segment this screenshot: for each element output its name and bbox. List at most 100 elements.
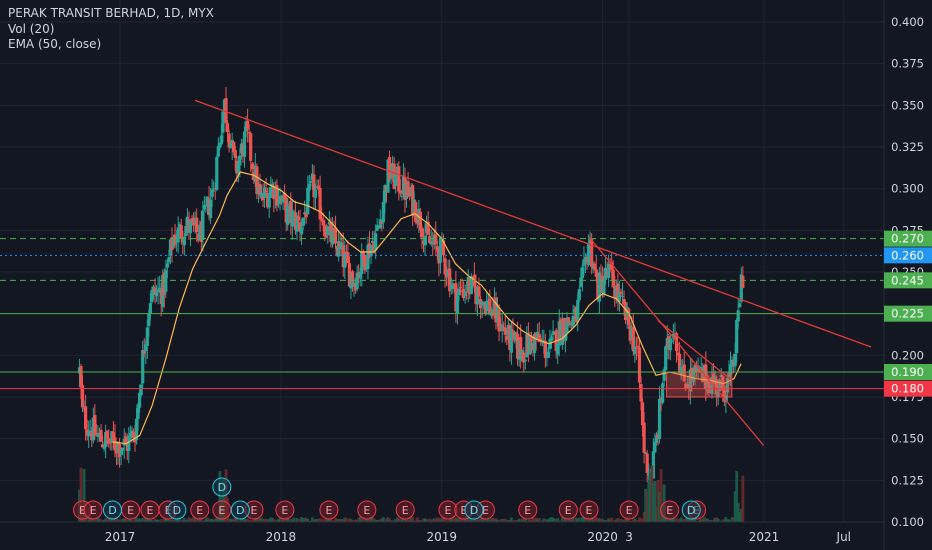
candle-body: [387, 156, 392, 180]
volume-bar-336: [596, 518, 600, 522]
candle-86: [210, 178, 214, 208]
volume-bar-395: [687, 517, 691, 522]
volume-bar-54: [161, 520, 165, 522]
ema-indicator-label[interactable]: EMA (50, close): [8, 37, 102, 51]
trendlines: [194, 99, 872, 446]
volume-indicator-label[interactable]: Vol (20): [8, 21, 55, 36]
volume-bar-372: [651, 483, 655, 522]
candle-body: [201, 210, 205, 241]
volume-bar-385: [672, 517, 675, 522]
volume-bar-14: [99, 519, 103, 522]
candle-body: [542, 340, 546, 342]
candle-195: [378, 209, 382, 229]
candle-324: [577, 286, 581, 303]
volume-bar-305: [548, 517, 552, 522]
volume-bar-98: [229, 518, 233, 522]
volume-bar-303: [545, 519, 549, 522]
symbol-title[interactable]: PERAK TRANSIT BERHAD, 1D, MYX: [8, 6, 214, 20]
volume-bar-267: [489, 518, 493, 522]
candle-body: [292, 211, 296, 213]
volume-bar-222: [420, 520, 424, 522]
earnings-marker-label: E: [482, 504, 489, 517]
volume-bar-99: [230, 518, 234, 522]
volume-bar-237: [443, 517, 447, 522]
candle-body: [497, 310, 501, 332]
volume-bar-315: [564, 517, 567, 522]
volume-bar-221: [419, 519, 422, 522]
volume-bar-6: [87, 518, 91, 522]
candle-body: [363, 255, 367, 271]
candle-body: [100, 444, 105, 448]
candle-body: [725, 377, 730, 393]
candle-body: [463, 291, 467, 297]
candle-40: [139, 383, 143, 397]
candle-body: [375, 225, 379, 231]
volume-bar-87: [212, 519, 216, 522]
volume-bar-145: [301, 517, 305, 522]
candle-body: [627, 308, 631, 325]
volume-bar-123: [267, 519, 271, 522]
candle-body: [117, 443, 122, 457]
volume-bar-187: [366, 520, 370, 522]
volume-bar-352: [621, 519, 624, 522]
volume-bar-66: [179, 520, 183, 522]
volume-bar-121: [264, 518, 268, 522]
volume-bar-163: [329, 518, 333, 522]
volume-bar-57: [165, 519, 169, 522]
candle-426: [735, 317, 739, 363]
volume-bar-296: [534, 517, 538, 522]
candle-body: [670, 340, 674, 342]
volume-bar-193: [375, 519, 379, 522]
candle-208: [398, 179, 402, 197]
volume-bar-324: [577, 517, 581, 522]
volume-bar-298: [537, 518, 541, 522]
volume-bar-22: [111, 520, 115, 522]
volume-bar-227: [428, 518, 432, 522]
volume-bar-188: [368, 519, 371, 522]
volume-bar-252: [466, 518, 470, 522]
volume-bar-151: [311, 517, 314, 522]
volume-bar-143: [298, 518, 302, 522]
volume-bar-34: [130, 520, 134, 522]
candle-body: [406, 181, 410, 197]
volume-bar-113: [252, 519, 256, 522]
candles: [77, 87, 745, 488]
volume-bar-216: [411, 517, 415, 522]
earnings-marker-19: E: [660, 500, 680, 520]
candle-156: [318, 175, 322, 232]
volume-bar-116: [257, 518, 260, 522]
horizontal-levels: [0, 238, 884, 390]
candle-body: [259, 193, 264, 198]
volume-bar-375: [656, 479, 660, 522]
volume-bar-325: [579, 520, 583, 522]
candle-body: [232, 141, 236, 153]
candle-body: [80, 385, 85, 408]
earnings-marker-label: E: [79, 504, 86, 517]
candle-body: [576, 299, 580, 320]
candle-body: [728, 364, 733, 375]
volume-bar-31: [125, 520, 129, 522]
earnings-marker-5: E: [190, 500, 210, 520]
y-tick-label-12: 0.400: [891, 15, 924, 29]
volume-bar-293: [530, 519, 533, 522]
volume-bar-245: [456, 518, 459, 522]
volume-bar-332: [590, 518, 594, 522]
candle-351: [619, 288, 623, 297]
volume-bar-59: [169, 519, 172, 522]
dividend-marker-circle: [103, 500, 123, 520]
volume-bar-88: [213, 518, 217, 522]
candle-body: [318, 187, 322, 220]
volume-bar-209: [400, 517, 404, 522]
volume-bar-367: [644, 488, 648, 522]
candle-44: [145, 319, 149, 359]
volume-bar-215: [409, 517, 413, 522]
level-price-tag-0: 0.270: [884, 230, 932, 247]
volume-bar-399: [693, 517, 697, 522]
volume-bar-152: [312, 519, 316, 522]
volume-bar-330: [587, 520, 590, 522]
candle-body: [420, 227, 424, 238]
dividend-marker-label: D: [687, 504, 695, 517]
earnings-marker-circle: [395, 500, 415, 520]
candle-body: [622, 299, 626, 305]
